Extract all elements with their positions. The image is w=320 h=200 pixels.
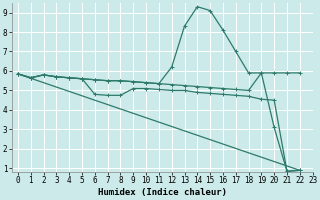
X-axis label: Humidex (Indice chaleur): Humidex (Indice chaleur) [98,188,227,197]
